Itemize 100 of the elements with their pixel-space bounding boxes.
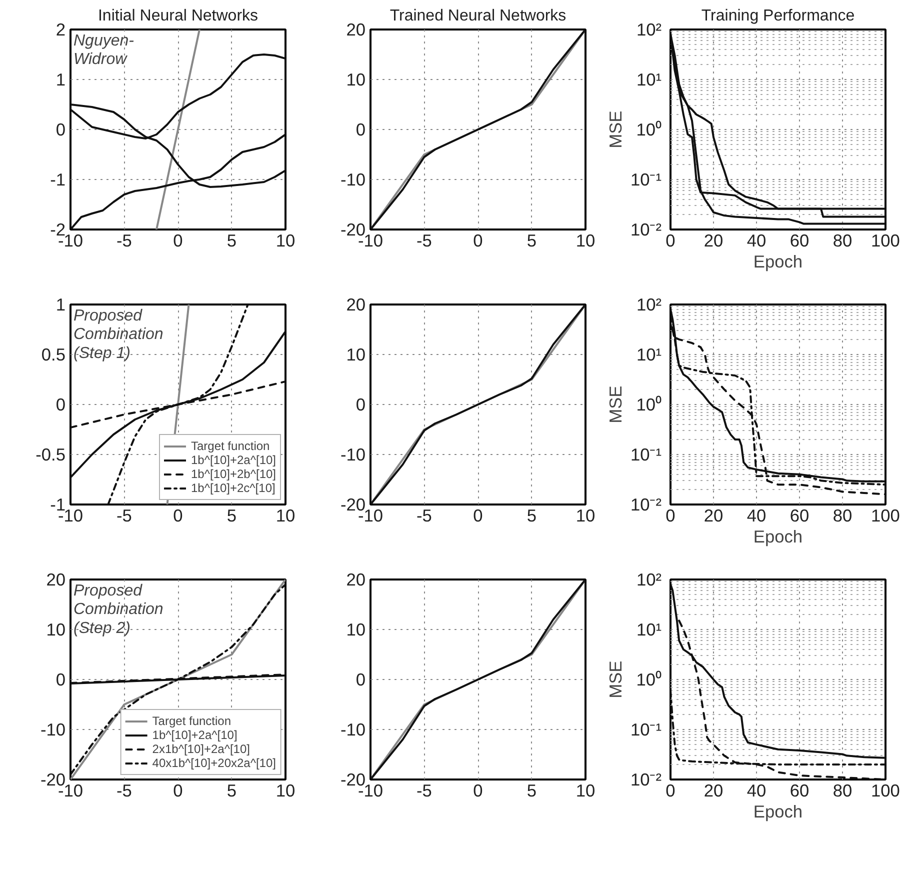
x-axis-title: Epoch: [753, 802, 803, 822]
y-tick-label: 10⁰: [636, 120, 662, 140]
y-tick-label: 10⁻²: [630, 220, 662, 240]
y-tick-label: 10⁻²: [630, 494, 662, 514]
y-tick-label: 10⁻²: [630, 770, 662, 790]
x-tick-label: 20: [704, 780, 724, 800]
x-tick-label: 0: [173, 780, 183, 800]
y-tick-label: 10⁻¹: [630, 444, 662, 464]
x-tick-label: 40: [746, 780, 766, 800]
y-tick-label: -10: [340, 170, 366, 190]
y-axis-title: MSE: [605, 110, 626, 148]
x-tick-label: 100: [871, 506, 900, 526]
y-tick-label: 20: [46, 570, 66, 590]
x-tick-label: 20: [704, 506, 724, 526]
legend-label: 40x1b^[10]+20x2a^[10]: [152, 756, 276, 770]
y-tick-label: 10²: [636, 20, 662, 40]
y-tick-label: 10: [346, 620, 366, 640]
y-tick-label: 0: [356, 394, 366, 414]
y-tick-label: 10²: [636, 294, 662, 314]
chart-title: Trained Neural Networks: [390, 8, 566, 24]
y-tick-label: 1: [56, 70, 66, 90]
y-tick-label: 0: [56, 394, 66, 414]
x-tick-label: 100: [871, 780, 900, 800]
annotation: Proposed Combination (Step 2): [74, 582, 164, 637]
y-tick-label: 1: [56, 294, 66, 314]
x-tick-label: -5: [116, 230, 132, 250]
x-tick-label: 10: [276, 230, 296, 250]
y-axis-title: MSE: [605, 386, 626, 424]
x-tick-label: 5: [226, 506, 237, 526]
legend-label: Target function: [191, 439, 270, 453]
x-tick-label: 5: [526, 230, 537, 250]
legend-label: Target function: [152, 714, 232, 728]
y-tick-label: 0: [356, 120, 366, 140]
y-tick-label: 10: [46, 620, 66, 640]
y-tick-label: -0.5: [36, 444, 66, 464]
y-tick-label: 0: [56, 670, 66, 690]
y-tick-label: 0: [56, 120, 66, 140]
x-tick-label: 20: [704, 230, 724, 250]
x-tick-label: 80: [832, 506, 852, 526]
x-tick-label: 80: [832, 230, 852, 250]
x-tick-label: 100: [871, 230, 900, 250]
x-axis-title: Epoch: [753, 526, 803, 546]
legend-label: 1b^[10]+2c^[10]: [191, 481, 276, 495]
x-tick-label: 0: [666, 230, 676, 250]
x-tick-label: 10: [576, 780, 596, 800]
x-tick-label: 60: [790, 230, 810, 250]
x-tick-label: 10: [276, 780, 296, 800]
chart-title: Training Performance: [701, 8, 855, 24]
x-tick-label: -5: [116, 506, 132, 526]
x-tick-label: -5: [116, 780, 132, 800]
x-tick-label: 0: [666, 780, 676, 800]
y-tick-label: -10: [40, 720, 66, 740]
x-tick-label: 0: [473, 780, 483, 800]
y-tick-label: 10²: [636, 570, 662, 590]
y-tick-label: 10⁰: [636, 670, 662, 690]
x-tick-label: 5: [226, 230, 237, 250]
annotation: Proposed Combination (Step 1): [74, 308, 164, 362]
y-tick-label: 10⁰: [636, 394, 662, 414]
y-tick-label: 10⁻¹: [630, 170, 662, 190]
x-tick-label: 0: [666, 506, 676, 526]
x-tick-label: -5: [416, 780, 432, 800]
y-tick-label: -10: [340, 444, 366, 464]
x-tick-label: 10: [276, 506, 296, 526]
y-tick-label: 20: [346, 20, 366, 40]
legend-label: 1b^[10]+2b^[10]: [191, 467, 276, 481]
x-tick-label: 60: [790, 506, 810, 526]
y-tick-label: 2: [56, 20, 66, 40]
legend-label: 1b^[10]+2a^[10]: [152, 728, 238, 742]
x-tick-label: 60: [790, 780, 810, 800]
y-tick-label: 10: [346, 70, 366, 90]
y-tick-label: 10¹: [636, 344, 662, 364]
x-tick-label: 5: [226, 780, 237, 800]
legend-label: 1b^[10]+2a^[10]: [191, 453, 276, 467]
x-tick-label: 5: [526, 506, 537, 526]
y-tick-label: 10⁻¹: [630, 720, 662, 740]
y-tick-label: 10: [346, 344, 366, 364]
x-tick-label: 0: [473, 230, 483, 250]
x-tick-label: 10: [576, 506, 596, 526]
x-tick-label: 0: [473, 506, 483, 526]
y-tick-label: 10¹: [636, 70, 662, 90]
y-tick-label: 20: [346, 570, 366, 590]
y-axis-title: MSE: [605, 660, 626, 698]
x-tick-label: 40: [746, 230, 766, 250]
y-tick-label: 20: [346, 294, 366, 314]
x-tick-label: -5: [416, 506, 432, 526]
y-tick-label: -1: [50, 170, 66, 190]
x-tick-label: 0: [173, 230, 183, 250]
legend-label: 2x1b^[10]+2a^[10]: [152, 742, 250, 756]
x-tick-label: -5: [416, 230, 432, 250]
chart-title: Initial Neural Networks: [98, 8, 258, 24]
x-tick-label: 5: [526, 780, 537, 800]
x-tick-label: 40: [746, 506, 766, 526]
x-tick-label: 80: [832, 780, 852, 800]
y-tick-label: -10: [340, 720, 366, 740]
x-tick-label: 10: [576, 230, 596, 250]
x-axis-title: Epoch: [753, 252, 803, 272]
y-tick-label: 10¹: [636, 620, 662, 640]
annotation: Nguyen- Widrow: [74, 32, 134, 68]
y-tick-label: 0.5: [41, 344, 66, 364]
y-tick-label: 0: [356, 670, 366, 690]
